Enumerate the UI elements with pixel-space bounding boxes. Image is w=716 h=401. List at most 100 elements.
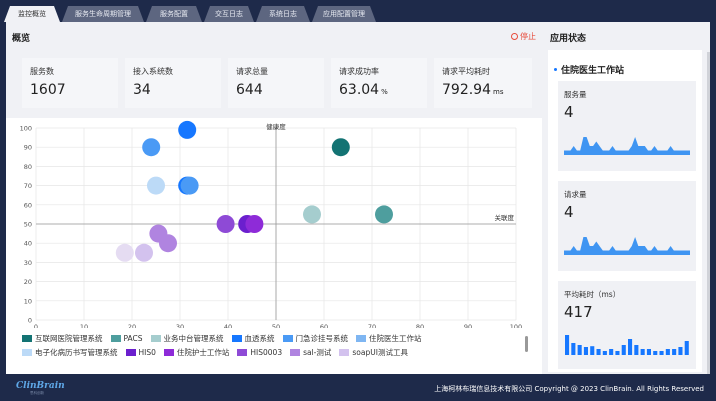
- legend-label: 住院护士工作站: [176, 348, 230, 357]
- legend-swatch: [339, 349, 350, 356]
- legend-item[interactable]: 门急诊挂号系统: [282, 333, 349, 344]
- y-tick-label: 80: [24, 163, 32, 171]
- stat-value: 644: [236, 82, 263, 98]
- scatter-point[interactable]: [135, 243, 153, 262]
- x-tick-label: 100: [510, 323, 522, 328]
- top-tab-bar: 监控概览 服务生命周期管理 服务配置 交互日志 系统日志 应用配置管理: [0, 0, 716, 22]
- x-tick-label: 40: [224, 323, 232, 328]
- legend-label: HIS0: [138, 348, 156, 357]
- metric-label: 服务量: [564, 90, 587, 99]
- overview-panel: 概览 停止 服务数 1607 接入系统数 34 请求总量 644 请求成功率 6…: [6, 22, 542, 374]
- time-bar: [672, 349, 677, 355]
- tab-system-log[interactable]: 系统日志: [256, 6, 310, 22]
- time-bar: [577, 345, 582, 355]
- scatter-point[interactable]: [216, 215, 235, 233]
- time-bar: [615, 351, 620, 355]
- stat-label: 请求成功率: [339, 67, 379, 76]
- tab-service-config[interactable]: 服务配置: [146, 6, 202, 22]
- legend-swatch: [290, 349, 301, 356]
- legend-item[interactable]: soapUI测试工具: [339, 347, 408, 358]
- legend-swatch: [231, 335, 242, 342]
- y-tick-label: 60: [24, 201, 32, 209]
- sparkline-area: [564, 137, 690, 155]
- legend-label: 血透系统: [244, 334, 275, 343]
- metric-service-volume: 服务量 4: [558, 81, 696, 171]
- app-name: 住院医生工作站: [554, 63, 624, 76]
- legend-scrollbar[interactable]: [525, 336, 528, 352]
- metric-avg-time: 平均耗时（ms） 417: [558, 281, 696, 369]
- legend-item[interactable]: HIS0: [125, 348, 156, 357]
- y-tick-label: 10: [24, 297, 32, 305]
- legend-item[interactable]: 电子化病历书写管理系统: [22, 347, 118, 358]
- scatter-point[interactable]: [245, 215, 264, 233]
- time-bar: [634, 345, 639, 355]
- scatter-point[interactable]: [331, 138, 350, 157]
- legend-label: 门急诊挂号系统: [295, 334, 349, 343]
- copyright-text: 上海柯林布瑞信息技术有限公司 Copyright @ 2023 ClinBrai…: [434, 385, 704, 393]
- tab-app-config[interactable]: 应用配置管理: [312, 6, 376, 22]
- x-tick-label: 20: [128, 323, 136, 328]
- tab-monitor-overview[interactable]: 监控概览: [4, 6, 60, 22]
- metric-value: 4: [564, 203, 574, 221]
- legend-item[interactable]: HIS0003: [237, 348, 282, 357]
- y-tick-label: 30: [24, 259, 32, 267]
- y-tick-label: 100: [20, 125, 32, 133]
- legend-item[interactable]: 住院护士工作站: [163, 347, 230, 358]
- legend-item[interactable]: PACS: [110, 334, 143, 343]
- legend-item[interactable]: sal-测试: [290, 347, 331, 358]
- y-tick-label: 50: [24, 221, 32, 229]
- chart-legend: 互联网医院管理系统 PACS 业务中台管理系统 血透系统 门急诊挂号系统 住院医生工作站电…: [22, 333, 522, 361]
- tab-service-lifecycle[interactable]: 服务生命周期管理: [62, 6, 144, 22]
- stop-icon: [511, 33, 518, 40]
- bullet-icon: [554, 68, 557, 71]
- tab-interaction-log[interactable]: 交互日志: [204, 6, 254, 22]
- scatter-point[interactable]: [375, 205, 393, 224]
- legend-swatch: [282, 335, 293, 342]
- stat-label: 接入系统数: [133, 67, 173, 76]
- time-bar: [565, 335, 570, 355]
- stat-label: 请求平均耗时: [442, 67, 490, 76]
- stat-value: 34: [133, 82, 151, 98]
- time-bar: [602, 351, 607, 355]
- scatter-point[interactable]: [147, 176, 165, 195]
- x-tick-label: 80: [416, 323, 424, 328]
- legend-item[interactable]: 血透系统: [231, 333, 275, 344]
- overview-title: 概览: [12, 34, 31, 44]
- legend-label: 电子化病历书写管理系统: [35, 348, 118, 357]
- scatter-point[interactable]: [142, 138, 161, 157]
- stat-label: 请求总量: [236, 67, 268, 76]
- legend-item[interactable]: 业务中台管理系统: [150, 333, 224, 344]
- scatter-point[interactable]: [159, 234, 177, 253]
- stat-card-avg-time: 请求平均耗时 792.94 ms: [434, 58, 532, 108]
- y-tick-label: 0: [28, 317, 32, 325]
- scatter-point[interactable]: [303, 205, 321, 224]
- footer: ClinBrain 思科创新 上海柯林布瑞信息技术有限公司 Copyright …: [0, 378, 716, 401]
- stop-button[interactable]: 停止: [511, 31, 536, 42]
- legend-swatch: [356, 335, 367, 342]
- x-tick-label: 10: [80, 323, 88, 328]
- x-axis-label: 关联度: [495, 213, 515, 222]
- legend-swatch: [237, 349, 248, 356]
- y-tick-label: 40: [24, 240, 32, 248]
- legend-label: soapUI测试工具: [352, 348, 408, 357]
- legend-item[interactable]: 互联网医院管理系统: [22, 333, 103, 344]
- scatter-point[interactable]: [180, 176, 199, 195]
- y-tick-label: 20: [24, 278, 32, 286]
- scatter-point[interactable]: [115, 243, 134, 262]
- x-tick-label: 60: [320, 323, 328, 328]
- clinbrain-logo: ClinBrain: [16, 381, 65, 391]
- metric-label: 请求量: [564, 190, 587, 199]
- x-tick-label: 30: [176, 323, 184, 328]
- bar-sparkline-time: [565, 335, 689, 355]
- time-bar: [596, 349, 601, 355]
- time-bar: [653, 351, 658, 355]
- health-scatter-chart: 0 10 20 30 40 50 60 70 80 90 100 0 10 20 30 40 50 60 70 80 9…: [6, 118, 542, 374]
- app-status-scrollbar[interactable]: [707, 52, 710, 374]
- scatter-point[interactable]: [178, 120, 197, 139]
- time-bar: [628, 339, 633, 355]
- y-tick-label: 90: [24, 144, 32, 152]
- sparkline-area: [564, 237, 690, 255]
- legend-item[interactable]: 住院医生工作站: [356, 333, 422, 344]
- legend-label: sal-测试: [303, 348, 332, 357]
- logo-subtitle: 思科创新: [30, 391, 44, 395]
